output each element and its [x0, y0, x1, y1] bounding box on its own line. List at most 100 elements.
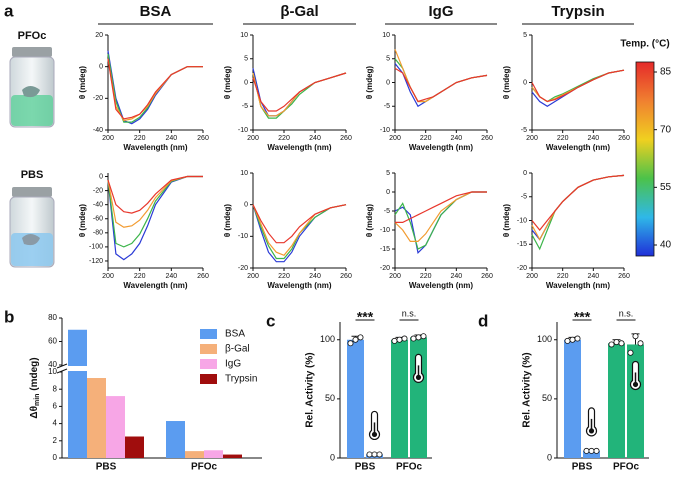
spectrum-line [107, 50, 203, 125]
y-tick-label: 0 [244, 202, 248, 209]
y-axis-label: Δθmin (mdeg) [29, 357, 41, 418]
y-tick-label: 0 [99, 173, 103, 180]
replicate-point [569, 336, 576, 343]
replicate-point [574, 335, 581, 342]
y-tick-label: -15 [517, 241, 527, 248]
bar [564, 339, 581, 458]
spectrum-line [107, 58, 203, 120]
column-title: Trypsin [551, 3, 604, 20]
colorbar-tick-label: 85 [660, 67, 672, 78]
replicate-point [613, 339, 620, 346]
x-tick-label: 260 [340, 273, 352, 280]
x-axis-label: Wavelength (nm) [409, 143, 473, 152]
colorbar-tick-label: 70 [660, 124, 672, 135]
spectrum-line [252, 72, 347, 119]
y-tick-label: -20 [517, 265, 527, 272]
spectrum-line [107, 175, 203, 214]
replicate-point [391, 337, 398, 344]
x-tick-label: 200 [247, 135, 259, 142]
y-tick-label: 5 [386, 56, 390, 63]
y-tick-label: 0 [53, 453, 58, 462]
panel-label: b [4, 307, 14, 326]
y-tick-label: 5 [386, 170, 390, 177]
bar [68, 329, 87, 458]
spectrum-line [394, 191, 487, 255]
x-tick-label: 260 [618, 135, 630, 142]
legend-swatch [200, 359, 217, 369]
spectrum-line [252, 204, 347, 244]
significance-label: *** [574, 309, 591, 325]
y-tick-label: 5 [244, 56, 248, 63]
y-tick-label: 50 [325, 393, 335, 403]
x-tick-label: 220 [278, 135, 290, 142]
y-label-main: Δθ [29, 406, 40, 419]
x-tick-label: 220 [557, 135, 569, 142]
spectrum-line [394, 67, 488, 103]
x-tick-label: 220 [420, 135, 432, 142]
x-tick-label: PFOc [191, 462, 218, 473]
spectrum-line [531, 174, 625, 241]
x-tick-label: 220 [278, 273, 290, 280]
spectrum-line [531, 174, 625, 231]
y-label-sub: min [34, 394, 41, 406]
replicate-point [376, 451, 383, 458]
significance-label: *** [357, 309, 374, 325]
y-axis-label: θ (mdeg) [78, 204, 87, 238]
spectrum-line [107, 175, 203, 261]
x-tick-label: PBS [96, 462, 117, 473]
x-tick-label: 200 [102, 135, 114, 142]
x-tick-label: 200 [526, 135, 538, 142]
y-tick-label: -10 [517, 217, 527, 224]
bar [87, 378, 106, 458]
replicate-point [396, 336, 403, 343]
y-tick-label: 100 [320, 334, 335, 344]
x-tick-label: PFOc [613, 462, 640, 473]
x-axis-label: Wavelength (nm) [267, 281, 331, 290]
bar [185, 451, 204, 458]
y-tick-label: -10 [380, 227, 390, 234]
vial-label: PBS [21, 169, 44, 181]
replicate-point [583, 447, 590, 454]
panel-label: d [478, 311, 488, 330]
x-tick-label: 240 [450, 135, 462, 142]
y-tick-label: -20 [238, 265, 248, 272]
replicate-point [357, 334, 364, 341]
x-axis-label: Wavelength (nm) [409, 281, 473, 290]
x-tick-label: 240 [587, 273, 599, 280]
spectrum-line [531, 69, 625, 103]
x-tick-label: 260 [618, 273, 630, 280]
bar [583, 450, 600, 458]
y-axis-label: θ (mdeg) [78, 66, 87, 100]
x-tick-label: 200 [247, 273, 259, 280]
x-tick-label: 240 [309, 273, 321, 280]
y-tick-label: 0 [99, 64, 103, 71]
x-tick-label: 220 [134, 273, 146, 280]
replicate-point [637, 340, 644, 347]
spectrum-line [395, 191, 487, 223]
thermometer-bulb [371, 431, 378, 438]
y-tick-label: 0 [547, 452, 552, 462]
y-tick-label: 5 [523, 32, 527, 39]
y-tick-label: 10 [48, 367, 57, 376]
replicate-point [347, 340, 354, 347]
x-axis-label: Wavelength (nm) [267, 143, 331, 152]
bar [608, 343, 625, 458]
y-tick-label: 80 [48, 313, 57, 322]
y-tick-label: -5 [242, 103, 248, 110]
bar [627, 344, 644, 458]
legend-swatch [200, 374, 217, 384]
replicate-point [415, 334, 422, 341]
significance-label: n.s. [402, 308, 417, 318]
column-title: BSA [140, 3, 172, 20]
x-axis-label: Wavelength (nm) [546, 143, 610, 152]
y-tick-label: 100 [537, 334, 552, 344]
column-title: β-Gal [280, 3, 318, 20]
panel-label: a [4, 1, 14, 20]
y-tick-label: 10 [240, 32, 248, 39]
x-tick-label: 240 [587, 135, 599, 142]
panel-label: c [266, 311, 275, 330]
replicate-point [618, 340, 625, 347]
y-axis-label: θ (mdeg) [365, 66, 374, 100]
colorbar-tick-label: 40 [660, 240, 672, 251]
spectrum-line [394, 49, 488, 103]
